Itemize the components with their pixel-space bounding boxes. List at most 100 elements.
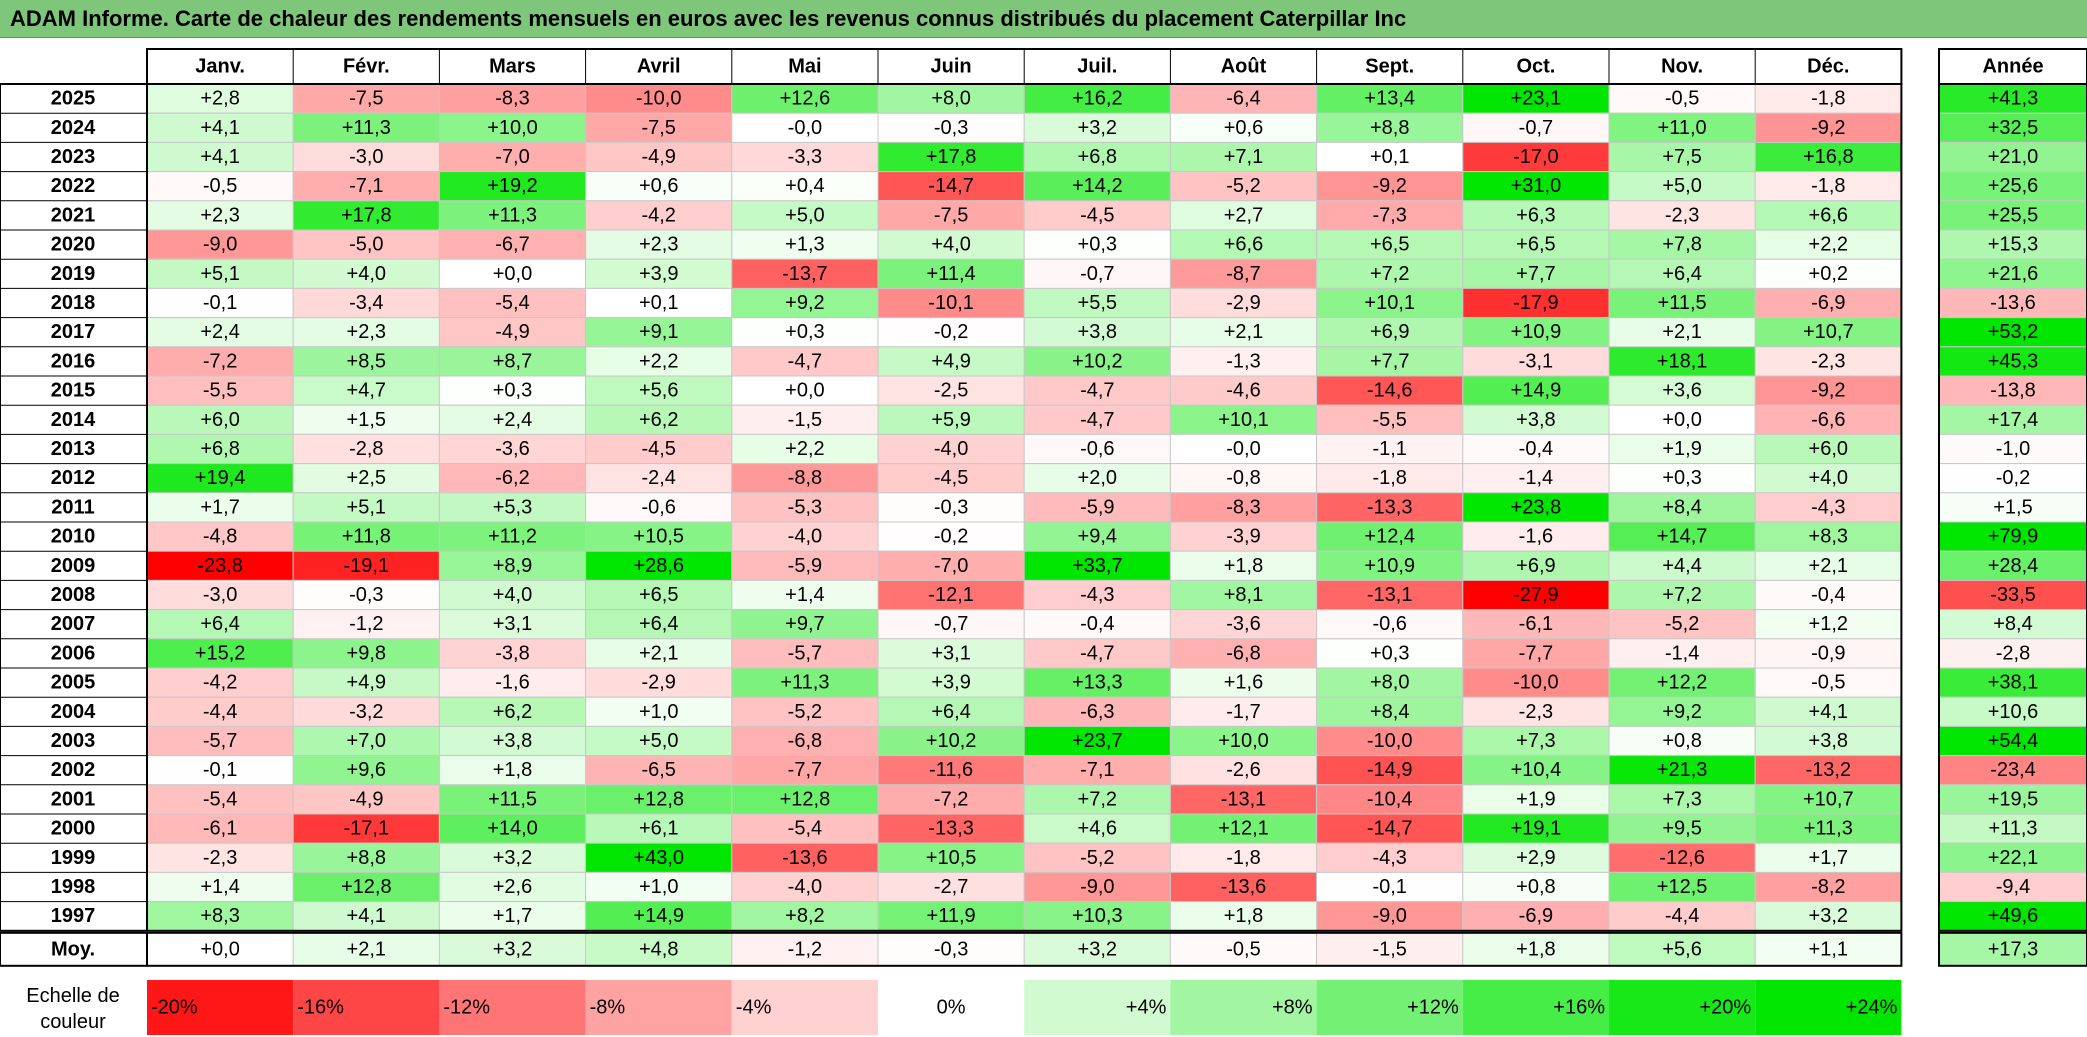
heat-cell (1316, 638, 1464, 669)
average-cell-value: +4,8 (639, 938, 678, 960)
year-label-2011: 2011 (51, 496, 94, 518)
heat-cell (585, 404, 733, 435)
heat-cell-value: +8,4 (1662, 496, 1701, 518)
scale-swatch (439, 980, 586, 1035)
heat-cell-value: -3,0 (203, 584, 237, 606)
heat-cell (1462, 609, 1610, 640)
heat-cell-value: +4,0 (931, 234, 970, 256)
scale-label-line1: Echelle de (26, 985, 119, 1007)
heat-cell-value: +4,1 (347, 905, 386, 927)
heat-cell (1023, 317, 1171, 348)
heat-cell-value: +10,0 (1218, 730, 1269, 752)
heat-cell-value: +11,3 (1804, 818, 1853, 840)
heat-cell (731, 375, 879, 406)
heat-cell (1169, 550, 1318, 581)
heat-cell-value: -5,4 (203, 788, 237, 810)
heat-cell-value: +8,8 (1370, 117, 1409, 139)
heat-cell (585, 375, 733, 406)
heat-cell-value: +9,7 (785, 613, 824, 635)
heat-cell-value: +11,2 (488, 526, 537, 548)
heat-cell (1462, 171, 1610, 202)
heat-cell (585, 433, 733, 465)
heat-cell-value: +11,3 (780, 672, 829, 694)
heat-cell (877, 579, 1025, 611)
heat-cell-value: +1,0 (639, 701, 678, 723)
heat-cell-value: -6,7 (495, 234, 529, 256)
heat-cell (292, 433, 440, 465)
heat-cell-value: +10,9 (1511, 321, 1562, 343)
annual-body-frame (1938, 83, 2087, 932)
heat-cell (292, 901, 440, 932)
heat-cell-value: -4,7 (788, 350, 822, 372)
heat-cell (585, 317, 733, 348)
heat-cell (146, 287, 294, 319)
scale-step-label: +16% (1553, 997, 1605, 1019)
heat-cell (1169, 609, 1318, 640)
heat-cell-value: +2,9 (1516, 847, 1555, 869)
heat-cell-value: +8,3 (1809, 526, 1848, 548)
heat-cell-value: -2,6 (1226, 759, 1260, 781)
heat-cell-value: +4,0 (1809, 467, 1848, 489)
column-header-10: Oct. (1516, 56, 1555, 78)
heat-cell (877, 200, 1025, 231)
heat-cell-value: -0,6 (1372, 613, 1406, 635)
heat-cell-value: +9,2 (1662, 701, 1701, 723)
heat-cell-value: -1,8 (1811, 88, 1845, 110)
heat-cell-value: +7,2 (1370, 263, 1409, 285)
heat-cell (1023, 784, 1171, 815)
heat-cell (438, 871, 587, 903)
heat-cell (1023, 609, 1171, 640)
heat-cell-value: -1,8 (1226, 847, 1260, 869)
heat-cell (438, 200, 587, 231)
heat-cell-value: +0,3 (785, 321, 824, 343)
heat-cell (146, 696, 294, 727)
heat-cell (292, 258, 440, 289)
heat-cell-value: -0,3 (934, 117, 968, 139)
year-label-2013: 2013 (51, 438, 96, 460)
column-header-4: Avril (637, 56, 681, 78)
heat-cell (1608, 404, 1756, 435)
heat-cell-value: -6,8 (1226, 642, 1260, 664)
heat-cell-value: +10,1 (1218, 409, 1269, 431)
heat-cell (877, 404, 1025, 435)
heat-cell (1169, 229, 1318, 260)
heat-cell-value: +4,1 (1809, 701, 1848, 723)
heat-cell-value: -2,4 (641, 467, 675, 489)
annual-cell (1938, 842, 2087, 873)
heat-cell (585, 609, 733, 640)
heat-cell (1169, 258, 1318, 289)
heat-cell (292, 521, 440, 552)
heat-cell-value: -12,1 (928, 584, 974, 606)
average-cell-value: -0,5 (1226, 938, 1260, 960)
heat-cell (1608, 229, 1756, 260)
heat-cell-value: +1,9 (1662, 438, 1701, 460)
heat-cell-value: +2,3 (639, 234, 678, 256)
heat-cell-value: +6,4 (1662, 263, 1701, 285)
heat-cell (292, 871, 440, 903)
annual-cell-value: -9,4 (1996, 876, 2030, 898)
heat-cell-value: -4,5 (641, 438, 675, 460)
heat-cell (146, 813, 294, 844)
heat-cell-value: -3,2 (349, 701, 383, 723)
heat-cell (1462, 755, 1610, 786)
heat-cell-value: -0,1 (203, 759, 237, 781)
heat-cell (1462, 901, 1610, 932)
heat-cell-value: -6,1 (203, 818, 237, 840)
average-cell (731, 932, 879, 967)
heat-cell (1608, 725, 1756, 757)
heat-cell (1169, 112, 1318, 143)
heat-cell-value: -1,4 (1519, 467, 1553, 489)
heat-cell-value: -4,3 (1811, 496, 1845, 518)
heat-cell (585, 725, 733, 757)
heat-cell-value: -17,9 (1513, 292, 1559, 314)
heat-cell-value: -10,1 (928, 292, 974, 314)
heat-cell-value: -9,2 (1811, 117, 1845, 139)
heat-cell-value: +0,0 (1662, 409, 1701, 431)
heat-cell-value: -4,7 (1080, 642, 1114, 664)
heat-cell (1023, 521, 1171, 552)
heat-cell (146, 317, 294, 348)
heat-cell-value: +0,6 (1224, 117, 1263, 139)
heat-cell-value: +4,1 (200, 146, 239, 168)
heat-cell (1608, 112, 1756, 143)
heat-cell-value: -5,0 (349, 234, 383, 256)
